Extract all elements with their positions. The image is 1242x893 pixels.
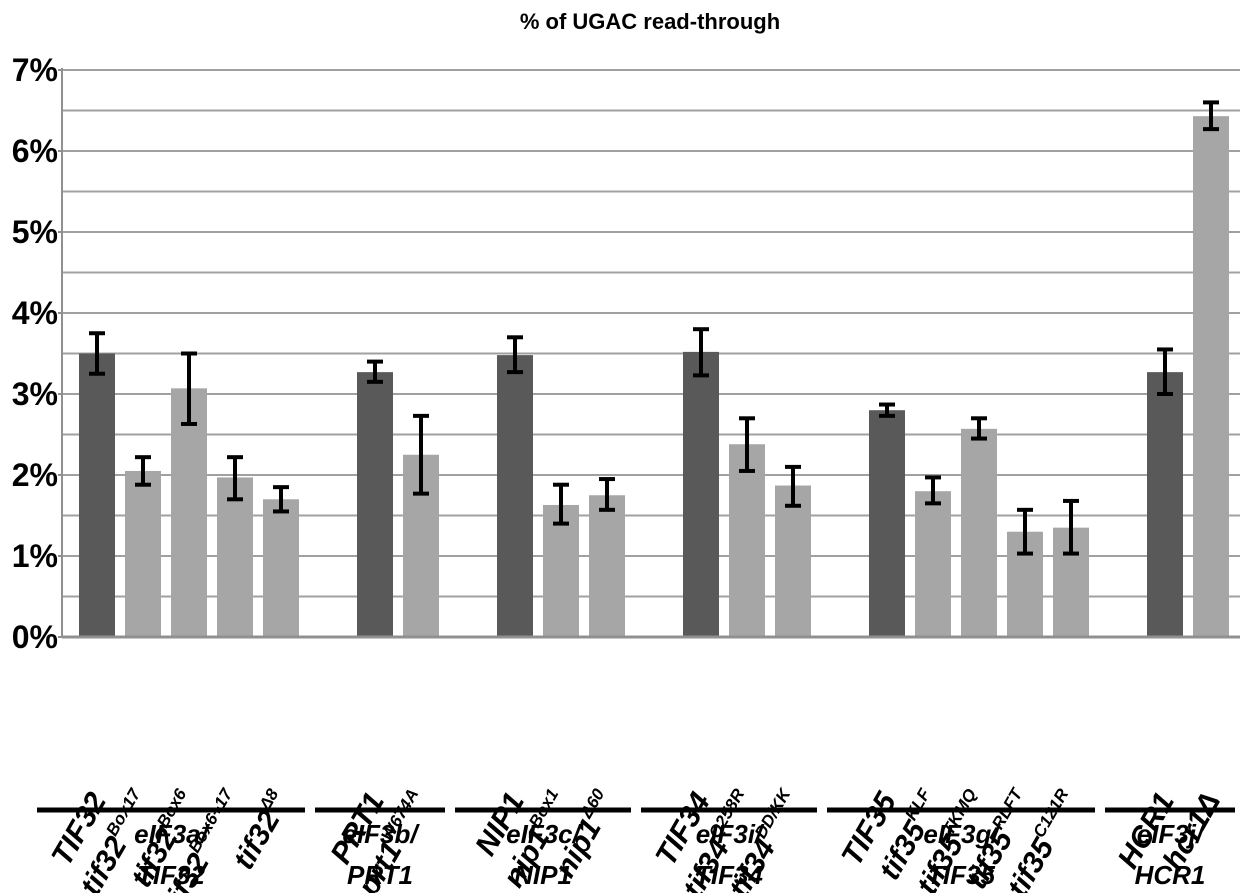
x-tick-label: tif32Δ8 [225, 785, 298, 875]
gridlines [62, 69, 1240, 598]
bar [543, 504, 579, 637]
y-tick-label: 4% [12, 295, 58, 331]
bar [729, 444, 765, 637]
bar [263, 499, 299, 637]
bar [497, 355, 533, 637]
bar [589, 495, 625, 637]
bar [683, 351, 719, 637]
group-label-line1: eIF3j/ [1137, 819, 1206, 849]
group-labels: eIF3a/TIF32 eIF3b/PRT1 eIF3c/NIP1 eIF3i/TIF… [37, 807, 1235, 890]
bar [869, 410, 905, 637]
y-tick-label: 0% [12, 619, 58, 655]
group-label-line1: eIF3g/ [923, 819, 1001, 849]
group-label-line2: TIF35 [927, 860, 995, 890]
error-bars [89, 100, 1219, 556]
bar [125, 470, 161, 637]
group-label-line2: TIF32 [137, 860, 205, 890]
y-tick-label: 5% [12, 214, 58, 250]
group-label-line1: eIF3i/ [696, 819, 765, 849]
bar [961, 428, 997, 637]
group-label-line2: HCR1 [1135, 860, 1206, 890]
chart-title: % of UGAC read-through [520, 9, 780, 34]
group-label-line1: eIF3a/ [134, 819, 210, 849]
y-tick-label: 7% [12, 52, 58, 88]
bar [357, 372, 393, 637]
y-tick-label: 2% [12, 457, 58, 493]
bars [79, 116, 1229, 638]
group-label-line2: TIF34 [695, 860, 763, 890]
bar [217, 477, 253, 637]
bar [171, 388, 207, 637]
y-axis: 0% 1% 2% 3% 4% 5% 6% 7% [12, 52, 1240, 655]
y-tick-label: 3% [12, 376, 58, 412]
bar [775, 485, 811, 637]
bar [1147, 372, 1183, 637]
group-label-line2: PRT1 [347, 860, 413, 890]
bar [1193, 116, 1229, 638]
group-label-line2: NIP1 [514, 860, 572, 890]
bar [79, 353, 115, 637]
y-tick-label: 1% [12, 538, 58, 574]
x-axis-labels: TIF32tif32Box17tif32Box6tif32Box6+17tif3… [45, 784, 1227, 893]
y-tick-label: 6% [12, 133, 58, 169]
group-label-line1: eIF3c/ [506, 819, 582, 849]
group-label-line1: eIF3b/ [342, 819, 420, 849]
bar [915, 491, 951, 637]
